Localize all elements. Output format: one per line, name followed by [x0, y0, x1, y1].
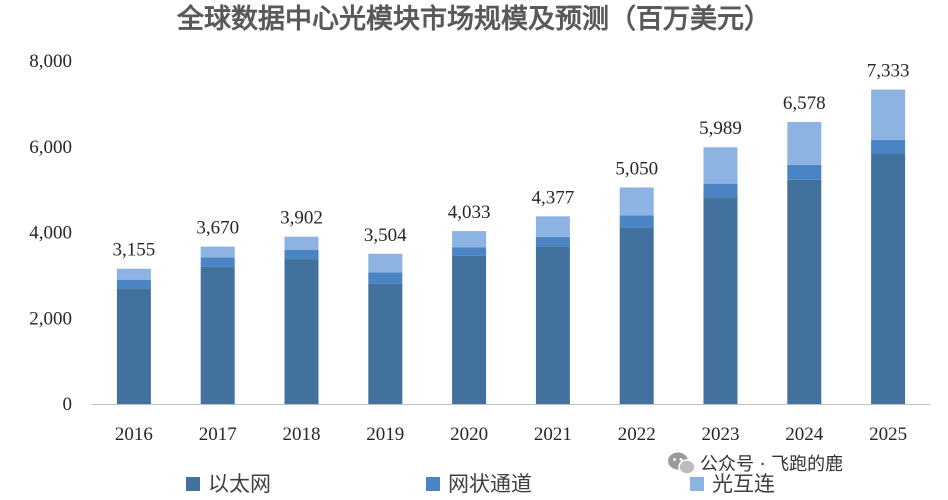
- bar-segment-3-2018: [284, 236, 319, 250]
- bar-segment-2-2023: [703, 183, 738, 198]
- watermark: 公众号 · 飞跑的鹿: [668, 452, 843, 475]
- legend-swatch-3: [690, 477, 704, 491]
- y-tick-label: 8,000: [29, 51, 72, 72]
- bar-segment-2-2025: [871, 139, 906, 155]
- total-label-2019: 3,504: [364, 225, 407, 246]
- bar-segment-2-2022: [619, 215, 654, 228]
- total-label-2021: 4,377: [532, 187, 575, 208]
- data-labels: 3,155 3,670 3,902 3,504 4,033 4,377 5,050 5,989…: [113, 61, 910, 261]
- bar-segment-3-2017: [200, 246, 235, 258]
- bar-segment-1-2020: [452, 255, 487, 404]
- legend-swatch-2: [426, 477, 440, 491]
- bar-segment-1-2021: [535, 246, 570, 404]
- bar-segment-2-2021: [535, 236, 570, 247]
- wechat-icon: [668, 452, 696, 475]
- x-tick-label-2025: 2025: [869, 424, 907, 445]
- total-label-2020: 4,033: [448, 202, 491, 223]
- bar-segment-2-2017: [200, 257, 235, 267]
- bar-segment-1-2019: [368, 283, 403, 404]
- x-tick-label-2023: 2023: [702, 424, 740, 445]
- bar-segment-2-2016: [116, 279, 151, 289]
- bar-segment-3-2020: [452, 231, 487, 248]
- y-tick-label: 2,000: [29, 308, 72, 329]
- bar-segment-1-2024: [787, 179, 822, 404]
- bar-segment-1-2018: [284, 259, 319, 404]
- bar-segment-2-2020: [452, 247, 487, 256]
- total-label-2018: 3,902: [280, 208, 323, 229]
- bar-segment-2-2018: [284, 249, 319, 260]
- legend-label-3: 光互连: [712, 472, 775, 496]
- y-tick-label: 4,000: [29, 223, 72, 244]
- x-tick-label-2020: 2020: [450, 424, 488, 445]
- x-tick-label-2017: 2017: [199, 424, 237, 445]
- bar-segment-3-2025: [871, 89, 906, 140]
- bar-segment-1-2023: [703, 197, 738, 404]
- bar-segment-1-2016: [116, 288, 151, 404]
- x-tick-label-2021: 2021: [534, 424, 572, 445]
- legend-label-2: 网状通道: [448, 472, 532, 496]
- y-axis: 0 2,000 4,000 6,000 8,000: [29, 51, 72, 415]
- total-label-2022: 5,050: [615, 158, 658, 179]
- y-tick-label: 6,000: [29, 137, 72, 158]
- bar-segment-2-2019: [368, 272, 403, 284]
- watermark-text: 公众号 · 飞跑的鹿: [700, 454, 843, 475]
- total-label-2025: 7,333: [867, 61, 910, 82]
- x-tick-label-2019: 2019: [366, 424, 404, 445]
- bar-segment-3-2022: [619, 187, 654, 216]
- legend-swatch-1: [186, 477, 200, 491]
- x-tick-label-2018: 2018: [283, 424, 321, 445]
- bar-segment-3-2019: [368, 253, 403, 273]
- chart-title: 全球数据中心光模块市场规模及预测（百万美元）: [176, 3, 771, 35]
- bar-segment-3-2016: [116, 268, 151, 280]
- legend-label-1: 以太网: [208, 472, 271, 496]
- x-tick-label-2024: 2024: [785, 424, 824, 445]
- x-tick-label-2022: 2022: [618, 424, 656, 445]
- legend: 以太网 网状通道 光互连: [186, 472, 775, 496]
- bar-segment-3-2021: [535, 216, 570, 237]
- bar-segment-3-2024: [787, 121, 822, 165]
- bar-segment-3-2023: [703, 147, 738, 184]
- x-tick-label-2016: 2016: [115, 424, 153, 445]
- bar-segment-1-2025: [871, 154, 906, 404]
- total-label-2017: 3,670: [196, 218, 239, 239]
- bars: [116, 89, 906, 404]
- x-axis: 2016 2017 2018 2019 2020 2021 2022 2023 2024 2025: [115, 424, 907, 445]
- total-label-2016: 3,155: [113, 240, 156, 261]
- bar-segment-1-2022: [619, 227, 654, 404]
- total-label-2023: 5,989: [699, 118, 742, 139]
- y-tick-label: 0: [63, 394, 73, 415]
- bar-segment-2-2024: [787, 164, 822, 180]
- total-label-2024: 6,578: [783, 93, 826, 114]
- bar-segment-1-2017: [200, 266, 235, 404]
